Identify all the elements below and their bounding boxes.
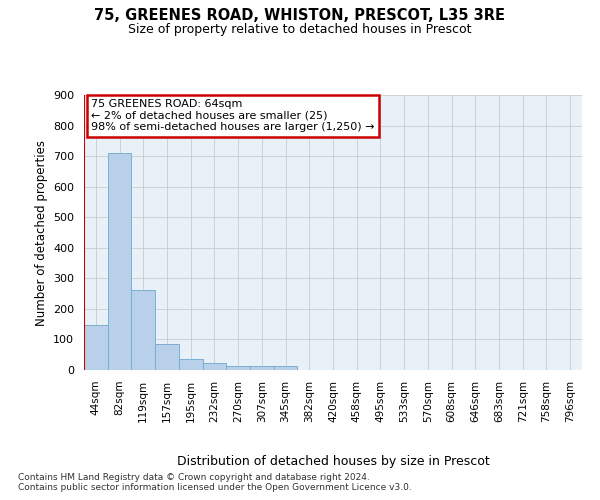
Bar [250,366,274,370]
Y-axis label: Number of detached properties: Number of detached properties [35,140,47,326]
Bar [131,290,155,370]
Text: Distribution of detached houses by size in Prescot: Distribution of detached houses by size … [176,454,490,468]
Text: 75, GREENES ROAD, WHISTON, PRESCOT, L35 3RE: 75, GREENES ROAD, WHISTON, PRESCOT, L35 … [95,8,505,22]
Bar [108,153,131,370]
Bar [203,364,226,370]
Bar [155,344,179,370]
Text: Contains HM Land Registry data © Crown copyright and database right 2024.
Contai: Contains HM Land Registry data © Crown c… [18,472,412,492]
Bar [179,358,203,370]
Text: 75 GREENES ROAD: 64sqm
← 2% of detached houses are smaller (25)
98% of semi-deta: 75 GREENES ROAD: 64sqm ← 2% of detached … [91,99,375,132]
Bar [84,325,108,370]
Bar [226,366,250,370]
Text: Size of property relative to detached houses in Prescot: Size of property relative to detached ho… [128,22,472,36]
Bar [274,366,298,370]
